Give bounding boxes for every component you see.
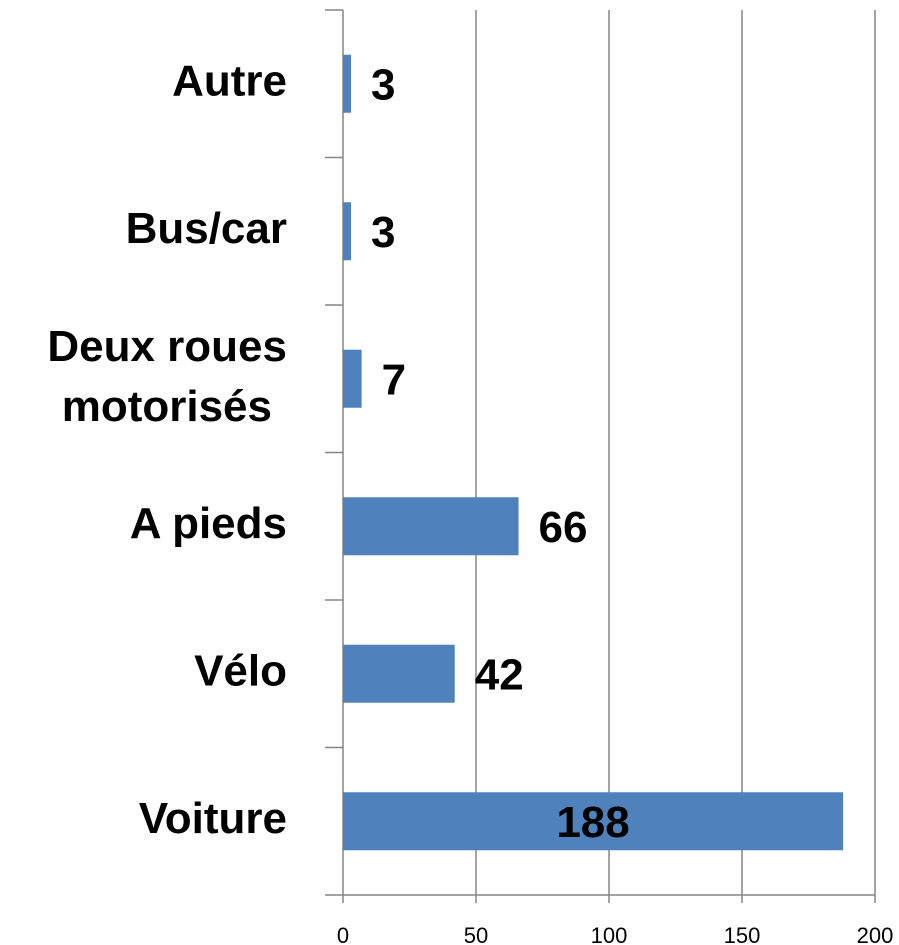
bar [343,792,844,851]
y-tick-label: Autre [172,56,287,105]
y-tick-label: Bus/car [126,204,287,253]
x-tick-label: 200 [857,923,894,945]
x-tick-label: 50 [464,923,488,945]
bar [343,497,519,556]
value-label: 3 [371,208,395,257]
bar [343,202,351,261]
value-label: 7 [382,355,406,404]
value-label: 66 [539,503,588,552]
y-tick-label: Vélo [194,646,287,695]
bar [343,644,455,703]
value-label: 42 [475,650,524,699]
y-tick-label: Deux roues motorisés [47,321,287,430]
bar [343,349,362,408]
value-label: 3 [371,60,395,109]
bar [343,54,351,113]
x-tick-label: 100 [591,923,628,945]
x-tick-label: 0 [337,923,349,945]
y-tick-label: A pieds [130,499,287,548]
value-label: 188 [556,798,629,847]
y-tick-label: Voiture [139,794,287,843]
x-tick-label: 150 [724,923,761,945]
